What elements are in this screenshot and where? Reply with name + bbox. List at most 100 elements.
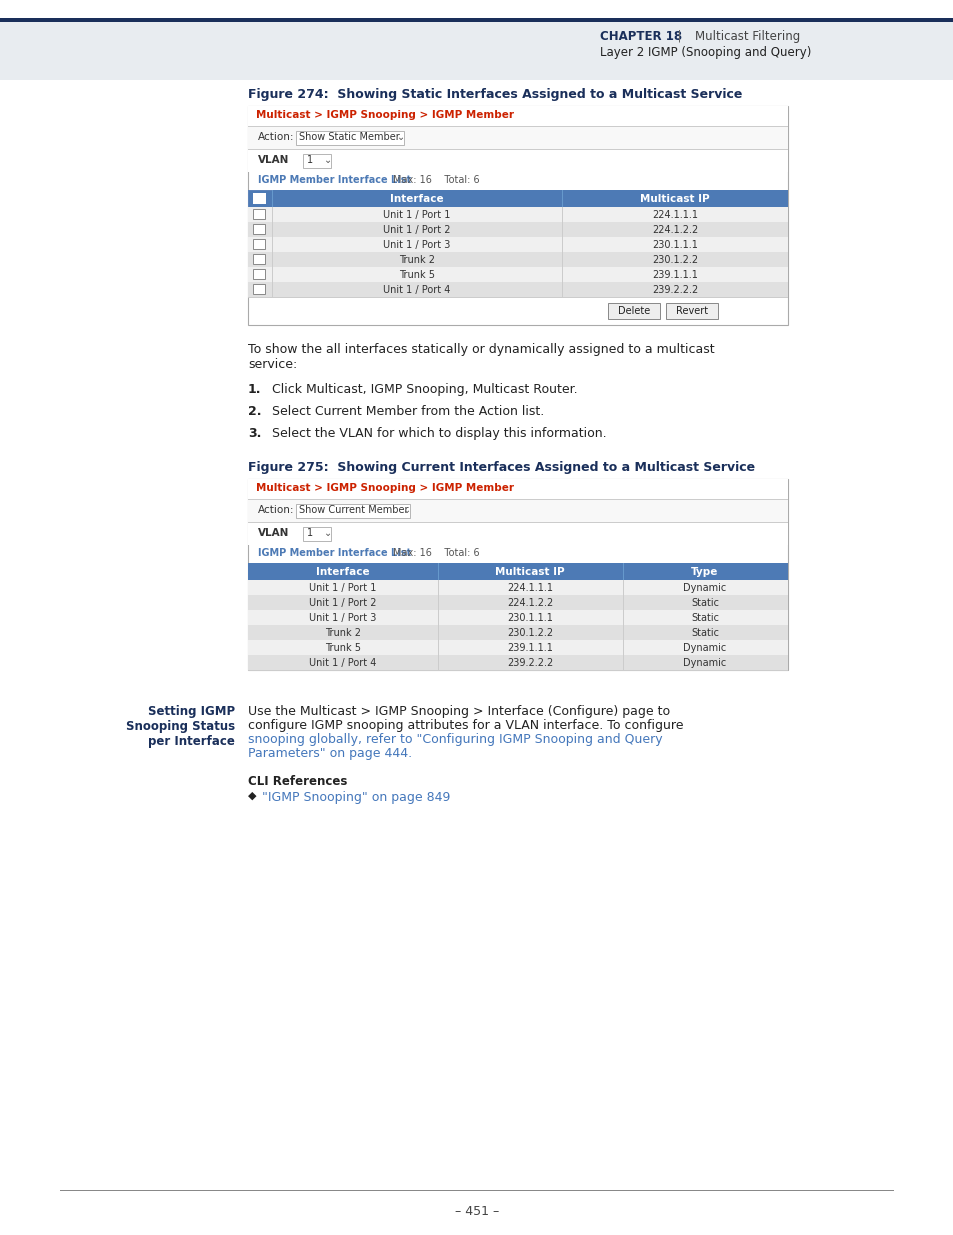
Text: Multicast > IGMP Snooping > IGMP Member: Multicast > IGMP Snooping > IGMP Member [255,483,514,493]
Bar [272,222,273,237]
Text: Trunk 2: Trunk 2 [325,629,360,638]
Text: Unit 1 / Port 1: Unit 1 / Port 1 [383,210,450,220]
Bar [303,154,331,168]
Bar [253,284,265,294]
Text: 239.1.1.1: 239.1.1.1 [507,643,553,653]
Bar [622,625,623,640]
Bar [437,625,438,640]
Bar [253,254,265,264]
Bar [295,504,410,517]
Bar [248,149,787,172]
Bar [248,282,787,296]
Text: "IGMP Snooping" on page 849: "IGMP Snooping" on page 849 [262,790,450,804]
Text: Dynamic: Dynamic [682,643,726,653]
Bar [248,625,787,640]
Bar [248,267,787,282]
Bar [253,193,266,204]
Text: CLI References: CLI References [248,776,347,788]
Text: 230.1.1.1: 230.1.1.1 [507,613,553,622]
Text: Multicast > IGMP Snooping > IGMP Member: Multicast > IGMP Snooping > IGMP Member [255,110,514,120]
Bar [561,237,562,252]
Bar [561,190,562,207]
Text: Unit 1 / Port 2: Unit 1 / Port 2 [383,225,450,235]
Text: 1: 1 [307,156,313,165]
Text: IGMP Member Interface List: IGMP Member Interface List [257,548,411,558]
Bar [272,190,273,207]
Text: Dynamic: Dynamic [682,583,726,593]
Bar [248,500,787,522]
Bar [561,252,562,267]
Text: Static: Static [690,629,719,638]
Text: Show Static Member: Show Static Member [298,132,399,142]
Bar [437,655,438,671]
Bar [437,563,438,580]
Text: 230.1.2.2: 230.1.2.2 [506,629,553,638]
Bar [248,237,787,252]
Text: Setting IGMP: Setting IGMP [148,705,234,718]
Text: ⌄: ⌄ [324,156,332,165]
Text: Action:: Action: [257,505,294,515]
Bar [248,127,787,149]
Bar [622,655,623,671]
Bar [253,240,265,249]
Bar [253,269,265,279]
Text: IGMP Member Interface List: IGMP Member Interface List [257,175,411,185]
Text: 224.1.1.1: 224.1.1.1 [506,583,553,593]
Bar [272,237,273,252]
Text: Select the VLAN for which to display this information.: Select the VLAN for which to display thi… [272,427,606,440]
Text: Multicast IP: Multicast IP [495,567,564,577]
Text: Type: Type [691,567,718,577]
Text: – 451 –: – 451 – [455,1205,498,1218]
Bar [0,0,953,19]
Bar [248,190,272,207]
Text: CHAPTER 18: CHAPTER 18 [599,30,681,43]
Bar [622,610,623,625]
Text: Interface: Interface [315,567,370,577]
Bar [253,209,265,219]
Text: snooping globally, refer to "Configuring IGMP Snooping and Query: snooping globally, refer to "Configuring… [248,734,662,746]
Text: configure IGMP snooping attributes for a VLAN interface. To configure: configure IGMP snooping attributes for a… [248,719,682,732]
Text: Figure 274:  Showing Static Interfaces Assigned to a Multicast Service: Figure 274: Showing Static Interfaces As… [248,88,741,101]
Bar [622,563,623,580]
Text: 2.: 2. [248,405,261,417]
Text: Multicast Filtering: Multicast Filtering [695,30,800,43]
Text: Delete: Delete [618,306,649,316]
Bar [437,595,438,610]
Bar [253,224,265,233]
Text: Interface: Interface [390,194,443,204]
Text: Unit 1 / Port 2: Unit 1 / Port 2 [309,598,376,608]
Text: 230.1.1.1: 230.1.1.1 [652,240,698,249]
Text: 224.1.2.2: 224.1.2.2 [651,225,698,235]
Text: Trunk 5: Trunk 5 [325,643,360,653]
Bar [622,580,623,595]
Text: Trunk 2: Trunk 2 [398,254,435,266]
Bar [561,207,562,222]
Bar [437,610,438,625]
Text: 239.2.2.2: 239.2.2.2 [506,658,553,668]
Bar [248,207,787,222]
Text: Multicast IP: Multicast IP [639,194,709,204]
Bar [607,303,659,319]
Text: 239.1.1.1: 239.1.1.1 [652,270,698,280]
Text: Trunk 5: Trunk 5 [398,270,435,280]
Bar [248,190,787,207]
Text: 239.2.2.2: 239.2.2.2 [651,285,698,295]
Bar [437,640,438,655]
Text: service:: service: [248,358,297,370]
Text: Action:: Action: [257,132,294,142]
Text: To show the all interfaces statically or dynamically assigned to a multicast: To show the all interfaces statically or… [248,343,714,356]
Bar [561,282,562,296]
Text: Snooping Status: Snooping Status [126,720,234,734]
Text: 3.: 3. [248,427,261,440]
Text: ⌄: ⌄ [324,529,332,538]
Bar [248,252,787,267]
Text: Figure 275:  Showing Current Interfaces Assigned to a Multicast Service: Figure 275: Showing Current Interfaces A… [248,461,755,474]
Text: Revert: Revert [676,306,707,316]
Text: per Interface: per Interface [148,735,234,748]
Text: Unit 1 / Port 3: Unit 1 / Port 3 [383,240,450,249]
Bar [622,640,623,655]
Text: VLAN: VLAN [257,156,289,165]
Bar [272,282,273,296]
Text: ◆: ◆ [248,790,256,802]
Text: Click Multicast, IGMP Snooping, Multicast Router.: Click Multicast, IGMP Snooping, Multicas… [272,383,577,396]
